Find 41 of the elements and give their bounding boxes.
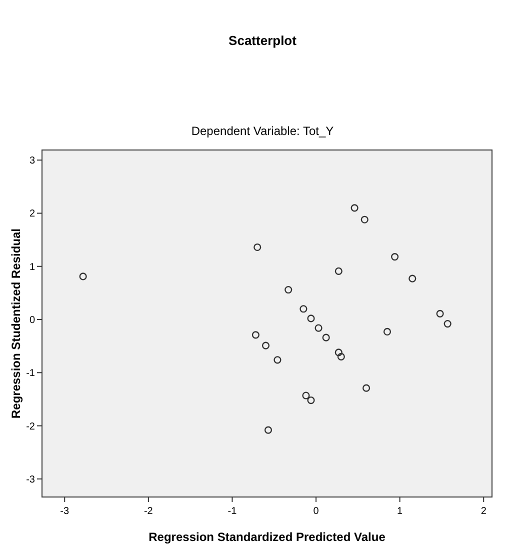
point: [383, 328, 392, 336]
point: [337, 352, 345, 361]
point: [444, 320, 452, 328]
point: [302, 392, 310, 400]
x-tick-label: 0: [313, 506, 320, 517]
point: [436, 310, 444, 318]
point: [360, 216, 368, 224]
point: [307, 396, 315, 404]
point: [322, 334, 330, 342]
point: [390, 253, 399, 261]
chart-subtitle: Dependent Variable: Tot_Y: [191, 124, 334, 138]
x-tick-label: -3: [60, 506, 70, 517]
point: [264, 426, 272, 434]
point: [307, 314, 315, 322]
point: [262, 342, 270, 350]
y-axis-title: Regression Studentized Residual: [9, 228, 23, 419]
y-tick-label: 1: [29, 262, 36, 273]
point: [408, 274, 416, 282]
y-tick-label: 0: [29, 315, 36, 326]
y-tick-label: -1: [26, 368, 36, 380]
point: [334, 267, 342, 275]
point: [362, 384, 370, 392]
x-tick-label: 1: [397, 506, 404, 517]
point: [350, 204, 358, 212]
point: [252, 331, 260, 339]
x-tick-label: -1: [228, 506, 238, 517]
y-tick-label: -2: [26, 421, 36, 432]
y-tick-label: 3: [29, 156, 36, 167]
point: [314, 324, 322, 332]
point: [274, 356, 282, 364]
point: [300, 305, 308, 313]
point: [284, 286, 292, 294]
x-axis-title: Regression Standardized Predicted Value: [148, 530, 386, 544]
point: [334, 348, 342, 356]
x-tick-label: 2: [480, 506, 487, 517]
point: [254, 243, 262, 252]
chart-title: Scatterplot: [228, 33, 298, 48]
x-tick-label: -2: [144, 506, 154, 517]
y-tick-label: -3: [26, 474, 36, 486]
point: [79, 272, 87, 280]
y-tick-label: 2: [29, 208, 36, 220]
